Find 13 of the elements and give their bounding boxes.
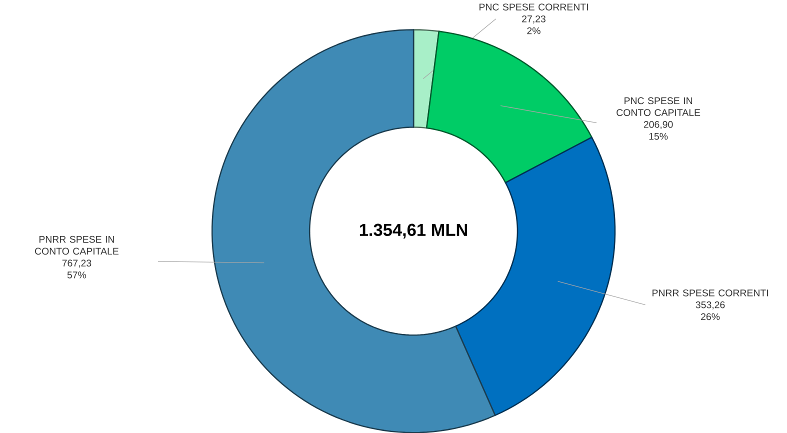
data-label: 206,90 xyxy=(644,120,673,129)
text: 26% xyxy=(701,313,720,320)
slice-label: PNC SPESE IN CONTO CAPITALE xyxy=(616,97,700,116)
data-label: 27,23 xyxy=(522,15,546,24)
slice-label: PNRR SPESE CORRENTI xyxy=(652,289,768,296)
text: 57% xyxy=(67,271,86,278)
slice-label: PNC SPESE CORRENTI xyxy=(480,3,588,10)
data-label: 767,23 xyxy=(62,260,92,268)
data-label: 353,26 xyxy=(696,301,725,310)
text: 15% xyxy=(649,132,668,140)
text: 1.354,61 MLN xyxy=(360,224,468,238)
slice-label: PNRR SPESE IN CONTO CAPITALE xyxy=(35,236,118,255)
text: 2% xyxy=(527,27,540,34)
